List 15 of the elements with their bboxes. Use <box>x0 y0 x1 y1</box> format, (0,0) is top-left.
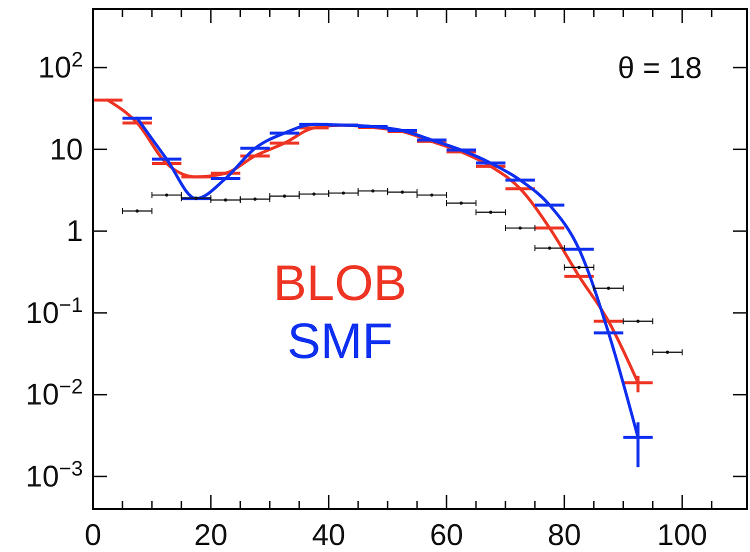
y-tick-label: 10$^{−1}$ <box>26 293 83 330</box>
x-tick-label: 60 <box>430 519 464 552</box>
x-tick-label: 0 <box>84 519 102 552</box>
text: SMF <box>287 313 393 369</box>
y-tick-label: 10$^{−3}$ <box>26 456 83 494</box>
y-tick-label: 10$^{2}$ <box>38 48 83 85</box>
x-tick-label: 20 <box>194 519 228 552</box>
annotation: θ = 18 <box>618 52 702 85</box>
series-label: BLOB <box>273 255 407 311</box>
y-tick-label: 10$^{−2}$ <box>26 375 83 412</box>
x-tick-label: 40 <box>312 519 346 552</box>
x-tick-label: 100 <box>657 519 708 552</box>
x-tick-label: 80 <box>548 519 582 552</box>
y-tick-label: 10 <box>50 133 83 166</box>
y-tick-label: 1 <box>66 215 83 248</box>
